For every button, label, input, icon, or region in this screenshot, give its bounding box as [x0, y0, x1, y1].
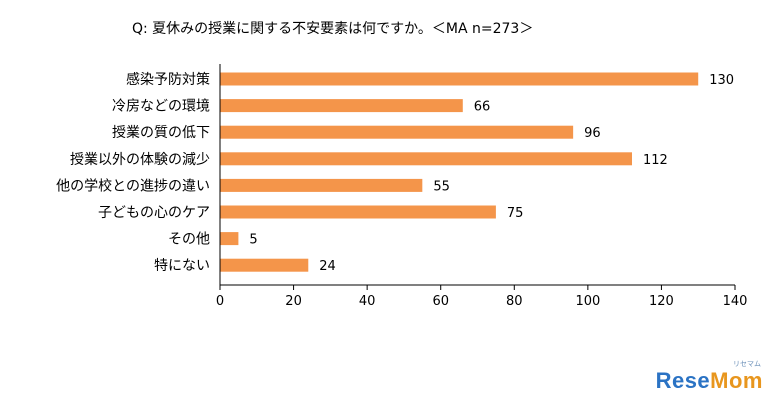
category-label: 子どもの心のケア [98, 205, 210, 221]
data-label: 96 [584, 126, 601, 141]
bar [220, 152, 632, 166]
bar [220, 72, 699, 86]
chart-title: Q: 夏休みの授業に関する不安要素は何ですか。＜MA n=273＞ [132, 21, 533, 37]
logo-text-mom: Mom [710, 368, 763, 393]
data-label: 75 [507, 206, 524, 221]
logo-kana: リセマム [733, 360, 761, 368]
x-tick-label: 0 [216, 294, 224, 309]
category-label: 授業の質の低下 [112, 125, 210, 141]
category-label: 他の学校との進捗の違い [56, 177, 210, 194]
data-label: 112 [643, 153, 668, 168]
x-tick-label: 120 [649, 294, 674, 309]
category-labels: 感染予防対策冷房などの環境授業の質の低下授業以外の体験の減少他の学校との進捗の違… [56, 71, 210, 274]
data-label: 130 [709, 73, 734, 88]
category-label: その他 [168, 232, 210, 248]
data-labels: 130 66 96 112 55 75 5 24 [249, 73, 734, 274]
x-tick-label: 20 [285, 294, 302, 309]
bar [220, 178, 423, 192]
bar [220, 258, 309, 272]
bar [220, 232, 239, 246]
x-tick-label: 60 [432, 294, 449, 309]
x-tick-label: 40 [359, 294, 376, 309]
category-label: 感染予防対策 [126, 71, 210, 88]
resemom-logo: ReseMom リセマム [655, 361, 763, 393]
category-label: 授業以外の体験の減少 [70, 151, 210, 168]
bar [220, 125, 574, 139]
category-label: 冷房などの環境 [112, 99, 210, 115]
x-tick-label: 80 [506, 294, 523, 309]
category-label: 特にない [154, 258, 210, 274]
data-label: 55 [433, 179, 450, 194]
x-axis: 0 20 40 60 80 100 120 140 [216, 64, 748, 309]
bars [220, 72, 699, 272]
data-label: 5 [249, 233, 257, 248]
bar [220, 205, 496, 219]
bar [220, 99, 463, 113]
x-tick-label: 100 [575, 294, 600, 309]
logo-text-rese: Rese [655, 368, 711, 393]
x-tick-label: 140 [723, 294, 748, 309]
data-label: 24 [319, 259, 336, 274]
data-label: 66 [474, 100, 491, 115]
